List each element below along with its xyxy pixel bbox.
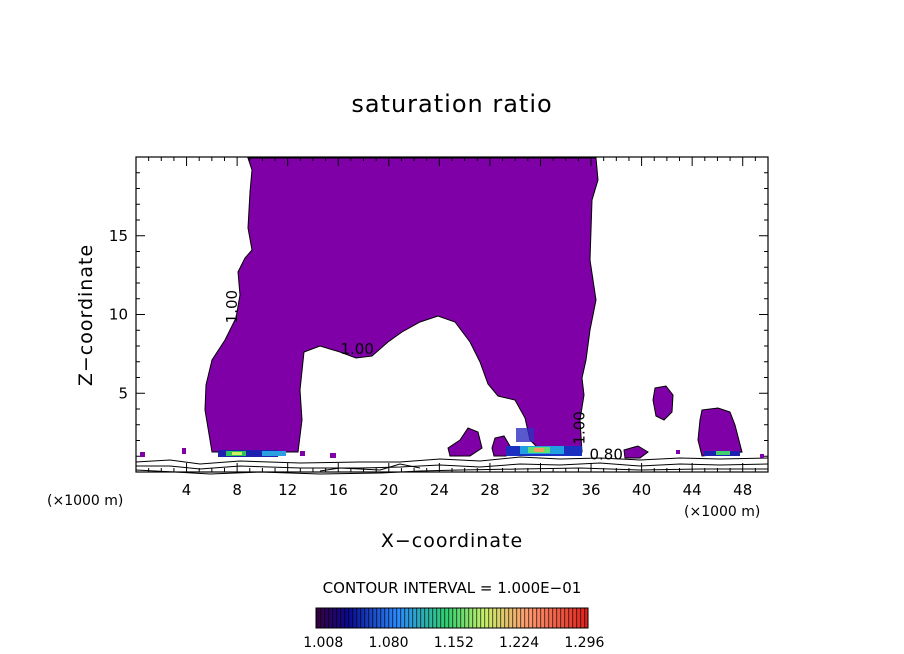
x-tick-label: 4	[182, 481, 192, 499]
y-tick-label: 15	[109, 227, 128, 245]
y-tick-label: 10	[109, 306, 128, 324]
contour-label: 0.80	[590, 445, 623, 463]
x-tick-label: 28	[480, 481, 499, 499]
x-tick-label: 36	[581, 481, 600, 499]
colorbar-stripes	[316, 608, 588, 628]
surface-specks	[140, 448, 764, 458]
contour-label: 1.00	[571, 411, 589, 444]
colorbar-tick-label: 1.224	[499, 635, 539, 651]
x-tick-label: 16	[329, 481, 348, 499]
right-cloud-region	[697, 407, 743, 457]
low-level-contours	[135, 456, 769, 475]
contour-label: 1.00	[223, 290, 241, 323]
patch-region	[623, 445, 649, 459]
main-cloud-region	[204, 157, 599, 453]
contour-interval-label: CONTOUR INTERVAL = 1.000E−01	[323, 579, 582, 597]
chart-title: saturation ratio	[351, 90, 552, 118]
x-unit-right: (×1000 m)	[684, 504, 760, 520]
colorbar-tick-label: 1.296	[564, 635, 604, 651]
x-tick-label: 32	[531, 481, 550, 499]
x-tick-label: 40	[632, 481, 651, 499]
colorbar-tick-label: 1.152	[434, 635, 474, 651]
patch-region	[447, 427, 483, 457]
small-cloud-region	[652, 385, 674, 421]
supersaturation-bands	[218, 428, 740, 457]
x-tick-label: 20	[379, 481, 398, 499]
x-tick-label: 48	[733, 481, 752, 499]
x-tick-label: 8	[232, 481, 242, 499]
contour-label: 1.00	[340, 340, 373, 358]
colorbar-tick-label: 1.080	[368, 635, 408, 651]
x-tick-label: 12	[278, 481, 297, 499]
colorbar	[315, 607, 589, 629]
y-tick-label: 5	[118, 384, 128, 402]
x-axis-label: X−coordinate	[381, 530, 523, 552]
y-axis-label: Z−coordinate	[75, 244, 97, 386]
x-tick-label: 24	[430, 481, 449, 499]
x-tick-label: 44	[683, 481, 702, 499]
colorbar-frame	[315, 607, 589, 629]
saturated-region	[204, 157, 743, 459]
x-unit-left: (×1000 m)	[47, 493, 123, 509]
colorbar-tick-label: 1.008	[303, 635, 343, 651]
